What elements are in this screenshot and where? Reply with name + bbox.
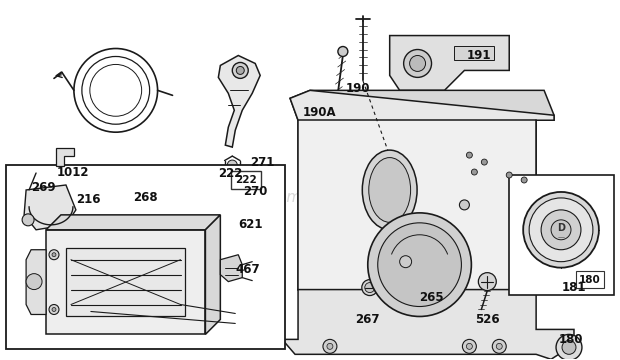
- Polygon shape: [46, 215, 220, 230]
- Text: 267: 267: [355, 313, 380, 326]
- Circle shape: [338, 46, 348, 57]
- Text: 190: 190: [345, 82, 370, 95]
- Circle shape: [541, 210, 581, 250]
- Circle shape: [466, 343, 472, 349]
- Circle shape: [49, 250, 59, 260]
- Circle shape: [459, 200, 469, 210]
- Text: 181: 181: [562, 281, 587, 294]
- Circle shape: [49, 305, 59, 315]
- Polygon shape: [56, 148, 74, 166]
- Circle shape: [562, 340, 576, 354]
- Circle shape: [556, 334, 582, 360]
- Polygon shape: [390, 36, 509, 90]
- Circle shape: [378, 223, 461, 306]
- Circle shape: [52, 307, 56, 311]
- Circle shape: [492, 339, 507, 353]
- Bar: [6, 165, 285, 349]
- Circle shape: [22, 214, 34, 226]
- Polygon shape: [46, 230, 205, 334]
- Text: eReplacementParts.com: eReplacementParts.com: [216, 190, 404, 206]
- Circle shape: [404, 50, 432, 77]
- Circle shape: [496, 343, 502, 349]
- Polygon shape: [395, 252, 417, 289]
- Circle shape: [323, 339, 337, 353]
- Text: 270: 270: [243, 185, 267, 198]
- Circle shape: [479, 273, 496, 291]
- Polygon shape: [290, 90, 554, 289]
- Text: 269: 269: [31, 181, 55, 194]
- Polygon shape: [290, 90, 554, 120]
- Text: 190A: 190A: [303, 106, 337, 119]
- Text: 191: 191: [467, 49, 492, 62]
- Circle shape: [327, 343, 333, 349]
- Ellipse shape: [369, 158, 410, 222]
- Text: 526: 526: [475, 313, 500, 326]
- Polygon shape: [282, 289, 574, 359]
- Circle shape: [228, 160, 237, 170]
- Polygon shape: [205, 215, 220, 334]
- Circle shape: [551, 220, 571, 240]
- Circle shape: [521, 177, 527, 183]
- Text: 180: 180: [579, 275, 601, 285]
- Polygon shape: [24, 185, 76, 230]
- Circle shape: [410, 55, 425, 71]
- Circle shape: [52, 253, 56, 257]
- Ellipse shape: [362, 150, 417, 230]
- Circle shape: [26, 274, 42, 289]
- Polygon shape: [220, 255, 242, 282]
- Text: 216: 216: [77, 193, 101, 206]
- Text: 467: 467: [236, 263, 260, 276]
- Text: 621: 621: [238, 218, 262, 231]
- Polygon shape: [26, 250, 46, 315]
- Circle shape: [362, 280, 378, 296]
- Text: —: —: [557, 234, 565, 240]
- Circle shape: [529, 198, 593, 262]
- Circle shape: [236, 67, 244, 75]
- Text: 265: 265: [419, 291, 444, 304]
- Text: 180: 180: [559, 333, 583, 346]
- Polygon shape: [298, 120, 536, 289]
- Circle shape: [481, 159, 487, 165]
- Circle shape: [466, 152, 472, 158]
- Bar: [509, 175, 614, 294]
- Circle shape: [523, 192, 599, 268]
- Text: 268: 268: [133, 192, 158, 204]
- Circle shape: [400, 256, 412, 268]
- Text: 222: 222: [235, 175, 257, 185]
- Bar: [66, 248, 185, 316]
- Circle shape: [463, 339, 476, 353]
- Circle shape: [368, 213, 471, 316]
- Text: 1012: 1012: [56, 166, 89, 179]
- Text: 222: 222: [218, 167, 242, 180]
- Circle shape: [232, 62, 248, 78]
- Text: 271: 271: [250, 156, 275, 168]
- Circle shape: [365, 283, 374, 293]
- Text: D: D: [557, 223, 565, 233]
- Bar: [454, 45, 494, 60]
- Circle shape: [507, 172, 512, 178]
- Polygon shape: [218, 55, 260, 147]
- Circle shape: [471, 169, 477, 175]
